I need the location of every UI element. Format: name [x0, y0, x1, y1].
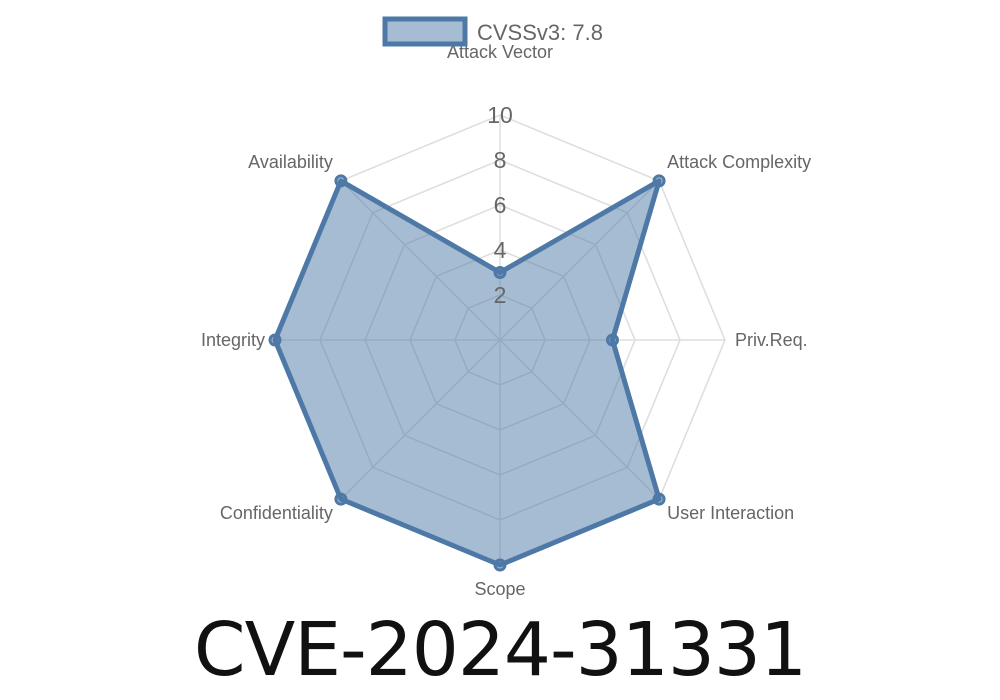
- axis-label: Attack Complexity: [667, 152, 811, 172]
- axis-label: Availability: [248, 152, 333, 172]
- data-point: [652, 174, 666, 188]
- data-point: [493, 266, 507, 279]
- tick-label: 8: [494, 147, 507, 173]
- axis-label: Confidentiality: [220, 503, 333, 523]
- data-point: [334, 174, 348, 188]
- axis-label: Priv.Req.: [735, 330, 808, 350]
- data-point: [606, 333, 619, 347]
- data-point: [334, 492, 348, 506]
- data-point: [268, 333, 282, 347]
- cve-title: CVE-2024-31331: [193, 607, 807, 693]
- axis-label: Attack Vector: [447, 42, 553, 62]
- legend-swatch: [382, 16, 468, 47]
- tick-label: 4: [494, 237, 507, 263]
- tick-label: 2: [494, 282, 507, 308]
- axis-label: User Interaction: [667, 503, 794, 523]
- tick-label: 10: [487, 102, 513, 128]
- axis-label: Integrity: [201, 330, 265, 350]
- data-point: [652, 492, 666, 506]
- legend-label: CVSSv3: 7.8: [477, 20, 603, 45]
- tick-label: 6: [494, 192, 507, 218]
- data-point: [493, 558, 507, 572]
- axis-label: Scope: [474, 579, 525, 599]
